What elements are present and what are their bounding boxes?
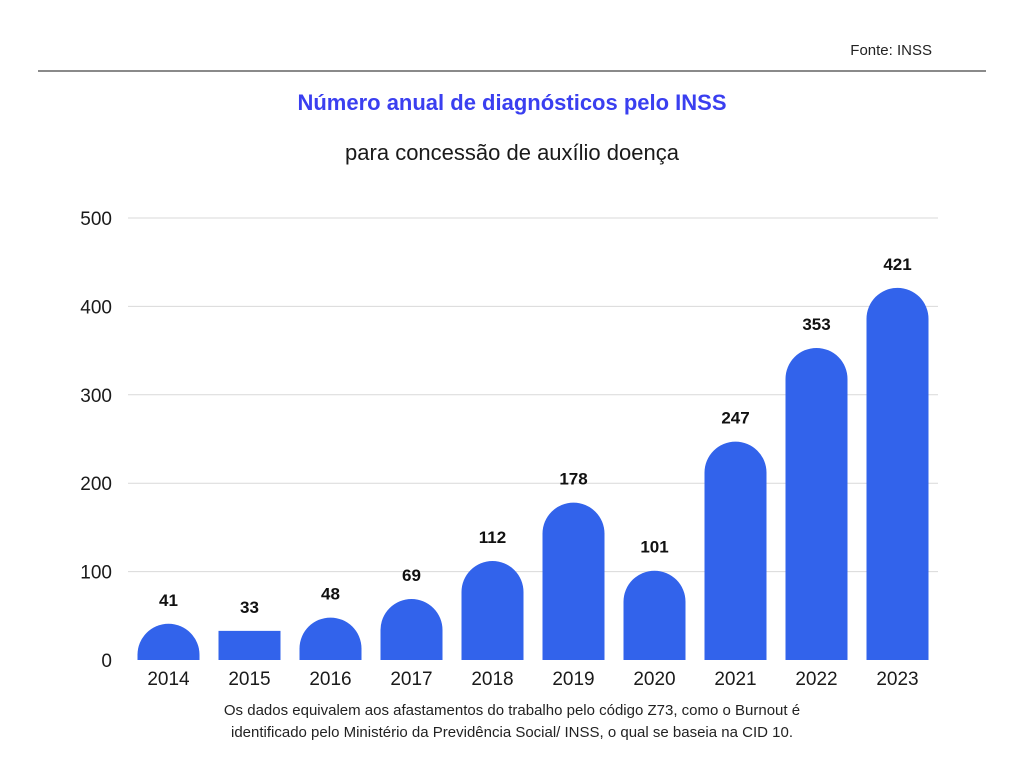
x-tick-label: 2015 [228,669,270,690]
header-divider [38,70,986,72]
bar-2016 [299,617,362,660]
bar-2015 [218,630,281,660]
bar-2022 [785,347,848,660]
bar-2023 [866,287,929,660]
footnote-line-1: Os dados equivalem aos afastamentos do t… [223,702,801,719]
y-tick-label: 400 [80,297,112,318]
x-tick-label: 2019 [552,669,594,690]
x-tick-label: 2016 [309,669,351,690]
value-label: 247 [721,409,749,428]
value-label: 69 [402,566,421,585]
x-tick-label: 2020 [633,669,675,690]
x-tick-label: 2022 [795,669,837,690]
bar-2017 [380,599,443,660]
x-tick-label: 2018 [471,669,513,690]
value-label: 33 [240,598,259,617]
y-tick-label: 100 [80,563,112,584]
chart-subtitle: para concessão de auxílio doença [345,140,679,165]
footnote: Os dados equivalem aos afastamentos do t… [0,700,1024,744]
chart-title: Número anual de diagnósticos pelo INSS [297,90,727,115]
y-tick-label: 500 [80,209,112,230]
value-label: 48 [321,585,340,604]
bar-2021 [704,441,767,660]
bar-2018 [461,560,524,660]
value-label: 112 [479,528,506,547]
bar-2014 [137,623,200,660]
x-tick-label: 2023 [876,669,918,690]
value-label: 101 [640,538,668,557]
bar-2019 [542,502,605,660]
value-label: 353 [802,315,830,334]
x-tick-label: 2021 [714,669,756,690]
source-label: Fonte: INSS [850,42,932,59]
x-tick-label: 2017 [390,669,432,690]
y-tick-label: 200 [80,474,112,495]
y-tick-label: 300 [80,386,112,407]
bar-2020 [623,570,686,660]
value-label: 41 [159,591,178,610]
value-label: 178 [559,470,587,489]
value-label: 421 [883,255,911,274]
y-tick-label: 0 [101,651,112,672]
x-tick-label: 2014 [147,669,190,690]
footnote-line-2: identificado pelo Ministério da Previdên… [231,724,793,741]
